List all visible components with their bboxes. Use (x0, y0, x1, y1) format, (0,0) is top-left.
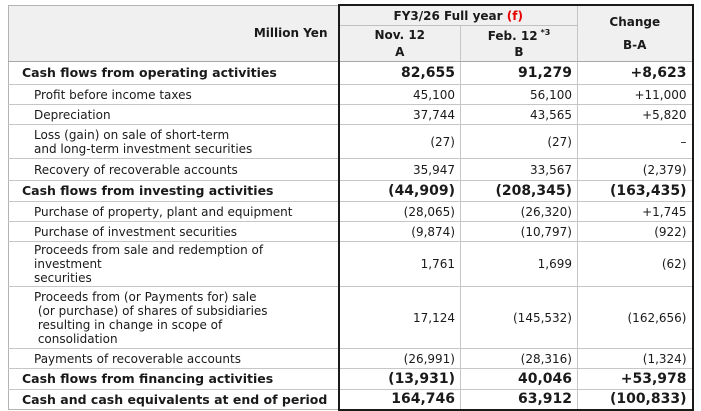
row-label: Depreciation (8, 104, 339, 125)
value-change: (162,656) (577, 286, 694, 349)
value-b: (28,316) (460, 348, 578, 369)
table-row-financing-activities: Cash flows from financing activities (13… (8, 368, 694, 390)
value-change: (62) (577, 241, 694, 287)
value-change: (922) (577, 221, 694, 242)
table-row-depreciation: Depreciation 37,744 43,565 +5,820 (8, 104, 694, 125)
value-b: 40,046 (460, 368, 578, 390)
row-label: Recovery of recoverable accounts (8, 158, 339, 181)
row-label: Proceeds from (or Payments for) sale (or… (8, 286, 339, 349)
change-key: B-A (623, 37, 647, 52)
value-change: (1,324) (577, 348, 694, 369)
table-row-purchase-ppe: Purchase of property, plant and equipmen… (8, 201, 694, 222)
table-row-operating-activities: Cash flows from operating activities 82,… (8, 61, 694, 85)
footnote-marker: *3 (540, 28, 551, 37)
value-a: 164,746 (337, 389, 461, 411)
value-a: (26,991) (337, 348, 461, 369)
value-b: 63,912 (460, 389, 578, 411)
cash-flow-statement: Million Yen FY3/26 Full year (f) Change … (8, 4, 694, 411)
table-row-profit-before-taxes: Profit before income taxes 45,100 56,100… (8, 84, 694, 105)
row-label: Purchase of investment securities (8, 221, 339, 242)
value-change: +11,000 (577, 84, 694, 105)
value-change: +8,623 (577, 61, 694, 85)
table-row-purchase-investment-securities: Purchase of investment securities (9,874… (8, 221, 694, 242)
column-a-key: A (395, 44, 405, 59)
change-column-header: Change B-A (577, 4, 694, 62)
value-a: (28,065) (337, 201, 461, 222)
row-label: Cash flows from operating activities (8, 61, 339, 85)
value-b: (145,532) (460, 286, 578, 349)
fiscal-year-group-header: FY3/26 Full year (f) (337, 4, 578, 26)
value-b: (208,345) (460, 180, 578, 202)
value-a: 82,655 (337, 61, 461, 85)
value-b: 91,279 (460, 61, 578, 85)
value-b: (26,320) (460, 201, 578, 222)
forecast-flag: (f) (506, 8, 523, 23)
table-row-payments-recoverable-accounts: Payments of recoverable accounts (26,991… (8, 348, 694, 369)
row-label: Purchase of property, plant and equipmen… (8, 201, 339, 222)
column-b-stack: Feb. 12 *3 B (461, 26, 577, 61)
value-b: 33,567 (460, 158, 578, 181)
table-row-investing-activities: Cash flows from investing activities (44… (8, 180, 694, 202)
cash-flow-table: Million Yen FY3/26 Full year (f) Change … (8, 4, 694, 411)
value-change: +5,820 (577, 104, 694, 125)
value-a: 17,124 (337, 286, 461, 349)
value-b: 56,100 (460, 84, 578, 105)
value-change: – (577, 124, 694, 159)
fiscal-year-title: FY3/26 Full year (393, 8, 507, 23)
column-b-header: Feb. 12 *3 B (460, 25, 578, 62)
table-row-proceeds-shares-subsidiaries: Proceeds from (or Payments for) sale (or… (8, 286, 694, 349)
value-a: (44,909) (337, 180, 461, 202)
header-row-periods: Nov. 12 A Feb. 12 *3 B (9, 25, 693, 62)
value-b: 1,699 (460, 241, 578, 287)
row-label: Cash and cash equivalents at end of peri… (8, 389, 339, 410)
header-row-group: Million Yen FY3/26 Full year (f) Change … (8, 4, 694, 62)
row-label: Cash flows from financing activities (8, 368, 339, 390)
table-row-recovery-recoverable-accounts: Recovery of recoverable accounts 35,947 … (8, 158, 694, 181)
row-label: Proceeds from sale and redemption of inv… (8, 241, 339, 287)
value-a: (27) (337, 124, 461, 159)
value-b: (10,797) (460, 221, 578, 242)
table-row-loss-gain-securities: Loss (gain) on sale of short-term and lo… (8, 124, 694, 159)
change-title: Change (609, 15, 661, 30)
value-change: (163,435) (577, 180, 694, 202)
value-change: (100,833) (577, 389, 694, 411)
column-b-key: B (514, 45, 524, 59)
column-a-header: Nov. 12 A (337, 25, 461, 62)
value-b: (27) (460, 124, 578, 159)
value-change: (2,379) (577, 158, 694, 181)
value-a: 1,761 (337, 241, 461, 287)
row-label: Cash flows from investing activities (8, 180, 339, 202)
column-a-stack: Nov. 12 A (340, 26, 461, 61)
value-change: +1,745 (577, 201, 694, 222)
unit-label: Million Yen (8, 4, 339, 62)
row-label: Profit before income taxes (8, 84, 339, 105)
value-a: 45,100 (337, 84, 461, 105)
value-change: +53,978 (577, 368, 694, 390)
value-a: 37,744 (337, 104, 461, 125)
row-label: Payments of recoverable accounts (8, 348, 339, 369)
column-b-period: Feb. 12 *3 (487, 28, 551, 43)
value-a: (9,874) (337, 221, 461, 242)
row-label: Loss (gain) on sale of short-term and lo… (8, 124, 339, 159)
column-a-period: Nov. 12 (374, 28, 426, 43)
table-row-proceeds-sale-redemption: Proceeds from sale and redemption of inv… (8, 241, 694, 287)
value-a: 35,947 (337, 158, 461, 181)
value-b: 43,565 (460, 104, 578, 125)
value-a: (13,931) (337, 368, 461, 390)
change-header-stack: Change B-A (578, 7, 692, 61)
table-row-cash-equivalents-end: Cash and cash equivalents at end of peri… (8, 389, 694, 411)
